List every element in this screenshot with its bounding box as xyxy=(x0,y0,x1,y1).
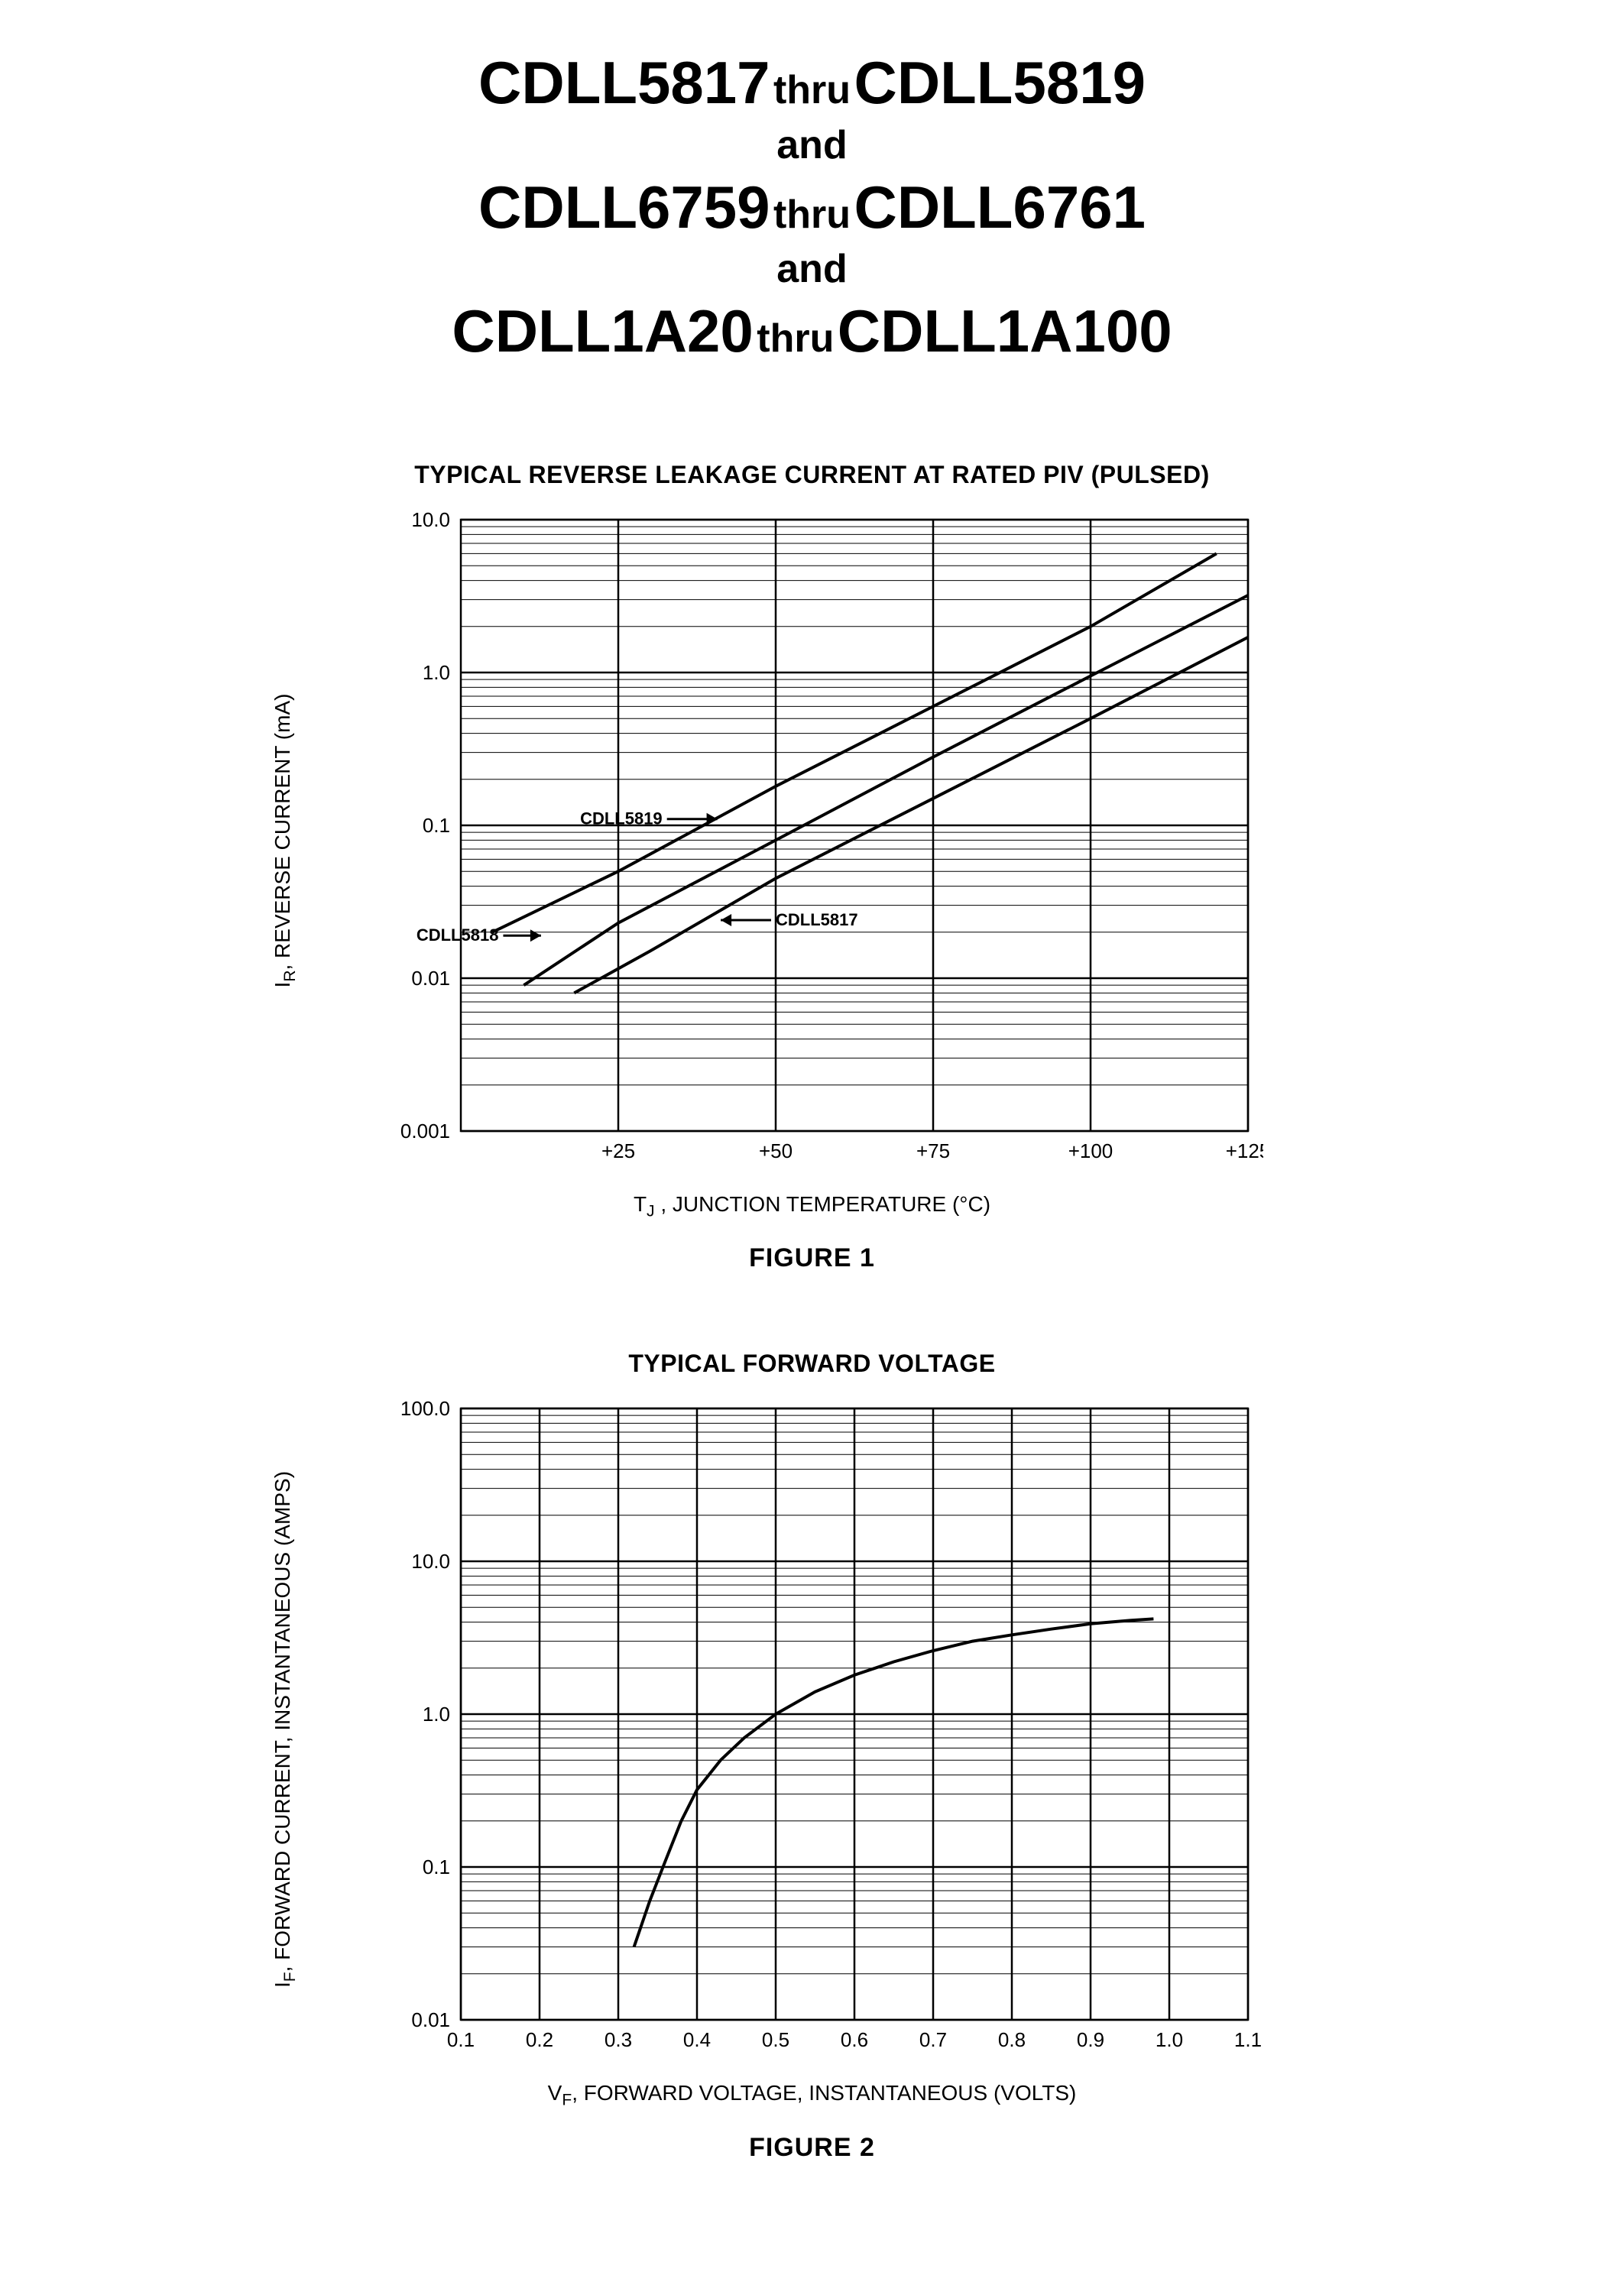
svg-text:0.2: 0.2 xyxy=(525,2028,553,2051)
title-thru: thru xyxy=(757,316,834,361)
figure-2: TYPICAL FORWARD VOLTAGE IF, FORWARD CURR… xyxy=(323,1350,1301,2163)
svg-text:+50: +50 xyxy=(758,1139,792,1162)
title-line-2: CDLL6759 thru CDLL6761 xyxy=(31,170,1593,245)
ylabel-rest: , FORWARD CURRENT, INSTANTANEOUS (AMPS) xyxy=(271,1471,294,1972)
svg-text:0.1: 0.1 xyxy=(422,814,449,837)
svg-text:CDLL5818: CDLL5818 xyxy=(416,925,498,945)
svg-text:0.01: 0.01 xyxy=(411,2008,450,2031)
svg-text:0.8: 0.8 xyxy=(997,2028,1025,2051)
ylabel-sub: R xyxy=(280,970,298,981)
svg-text:0.1: 0.1 xyxy=(446,2028,474,2051)
figure-2-caption: FIGURE 2 xyxy=(323,2133,1301,2163)
svg-text:+75: +75 xyxy=(916,1139,949,1162)
xlabel-sub: F xyxy=(562,2092,572,2109)
svg-text:CDLL5817: CDLL5817 xyxy=(776,909,858,929)
datasheet-page: CDLL5817 thru CDLL5819 and CDLL6759 thru… xyxy=(31,46,1593,2163)
svg-text:1.0: 1.0 xyxy=(422,1703,449,1726)
ylabel-prefix: I xyxy=(271,981,294,987)
svg-text:0.001: 0.001 xyxy=(400,1120,449,1142)
svg-text:1.0: 1.0 xyxy=(1155,2028,1182,2051)
svg-text:0.01: 0.01 xyxy=(411,967,450,990)
svg-text:10.0: 10.0 xyxy=(411,508,450,531)
title-line-1: CDLL5817 thru CDLL5819 xyxy=(31,46,1593,121)
title-part: CDLL1A100 xyxy=(838,297,1172,365)
title-block: CDLL5817 thru CDLL5819 and CDLL6759 thru… xyxy=(31,46,1593,369)
title-part: CDLL5817 xyxy=(478,49,770,116)
ylabel-rest: , REVERSE CURRENT (mA) xyxy=(271,693,294,970)
title-thru: thru xyxy=(773,193,851,237)
svg-text:1.1: 1.1 xyxy=(1233,2028,1261,2051)
svg-text:+125: +125 xyxy=(1225,1139,1263,1162)
figure-2-xlabel: VF, FORWARD VOLTAGE, INSTANTANEOUS (VOLT… xyxy=(323,2081,1301,2110)
svg-text:0.3: 0.3 xyxy=(604,2028,631,2051)
figure-2-chart: IF, FORWARD CURRENT, INSTANTANEOUS (AMPS… xyxy=(323,1393,1301,2066)
figure-2-title: TYPICAL FORWARD VOLTAGE xyxy=(323,1350,1301,1378)
title-part: CDLL5819 xyxy=(854,49,1146,116)
svg-text:10.0: 10.0 xyxy=(411,1550,450,1573)
svg-text:0.4: 0.4 xyxy=(682,2028,710,2051)
ylabel-prefix: I xyxy=(271,1982,294,1988)
xlabel-sub: J xyxy=(647,1202,655,1220)
title-and: and xyxy=(31,245,1593,294)
title-and: and xyxy=(31,121,1593,170)
title-part: CDLL1A20 xyxy=(452,297,753,365)
ylabel-sub: F xyxy=(280,1972,298,1982)
svg-text:0.7: 0.7 xyxy=(919,2028,946,2051)
svg-text:+25: +25 xyxy=(601,1139,634,1162)
figure-1: TYPICAL REVERSE LEAKAGE CURRENT AT RATED… xyxy=(323,461,1301,1274)
figure-1-svg: +25 +50 +75 +100 +125 10.0 1.0 0.1 0.01 0.001 CDLL… xyxy=(361,504,1263,1177)
svg-text:0.6: 0.6 xyxy=(840,2028,867,2051)
figure-1-xlabel: TJ , JUNCTION TEMPERATURE (°C) xyxy=(323,1192,1301,1221)
xlabel-rest: , JUNCTION TEMPERATURE (°C) xyxy=(655,1192,991,1216)
svg-text:1.0: 1.0 xyxy=(422,661,449,684)
svg-text:0.5: 0.5 xyxy=(761,2028,789,2051)
xlabel-prefix: T xyxy=(634,1192,647,1216)
figure-1-chart: IR, REVERSE CURRENT (mA) +25+50+75+100+1… xyxy=(323,504,1301,1177)
title-part: CDLL6761 xyxy=(854,173,1146,241)
svg-text:0.1: 0.1 xyxy=(422,1856,449,1878)
title-part: CDLL6759 xyxy=(478,173,770,241)
figure-2-svg: 0.1 0.2 0.3 0.4 0.5 0.6 0.7 0.8 0.9 1.0 1.1 100.0 10… xyxy=(361,1393,1263,2066)
svg-text:100.0: 100.0 xyxy=(400,1397,449,1420)
xlabel-prefix: V xyxy=(548,2081,562,2105)
xlabel-rest: , FORWARD VOLTAGE, INSTANTANEOUS (VOLTS) xyxy=(572,2081,1076,2105)
svg-text:CDLL5819: CDLL5819 xyxy=(580,809,663,828)
svg-text:+100: +100 xyxy=(1068,1139,1113,1162)
figure-1-title: TYPICAL REVERSE LEAKAGE CURRENT AT RATED… xyxy=(323,461,1301,489)
title-line-3: CDLL1A20 thru CDLL1A100 xyxy=(31,294,1593,369)
figure-1-caption: FIGURE 1 xyxy=(323,1243,1301,1273)
title-thru: thru xyxy=(773,68,851,112)
svg-text:0.9: 0.9 xyxy=(1076,2028,1104,2051)
